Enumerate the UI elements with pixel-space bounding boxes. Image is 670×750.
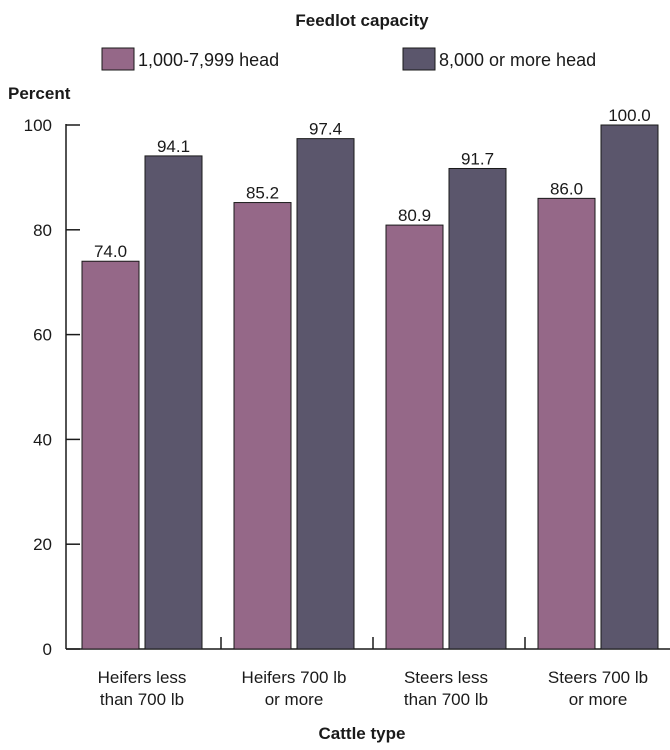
bar [600,124,659,650]
legend-label: 8,000 or more head [439,50,596,70]
bars [81,124,659,650]
category-label: Heifers 700 lb [242,668,347,687]
bar-value-label: 97.4 [309,120,342,139]
bar [448,167,507,650]
legend-swatch [101,47,135,71]
bar-value-label: 91.7 [461,149,494,168]
bar [385,224,444,650]
y-axis-label: Percent [8,84,71,103]
y-tick-label: 80 [33,221,52,240]
bar [233,202,292,650]
category-label: Steers 700 lb [548,668,648,687]
category-label: Heifers less [98,668,187,687]
category-label: than 700 lb [100,690,184,709]
value-labels: 74.0 85.2 80.9 86.0 94.1 97.4 91.7 100.0 [94,106,651,261]
bar-value-label: 85.2 [246,184,279,203]
bar [81,260,140,650]
bar-value-label: 80.9 [398,206,431,225]
category-label: than 700 lb [404,690,488,709]
category-label: or more [265,690,324,709]
category-labels: Heifers less than 700 lb Heifers 700 lb or … [98,668,649,709]
bar-value-label: 74.0 [94,242,127,261]
bar [144,155,203,650]
bar-value-label: 100.0 [608,106,651,125]
bar [296,138,355,650]
bar-value-label: 86.0 [550,179,583,198]
y-tick-label: 40 [33,430,52,449]
category-label: Steers less [404,668,488,687]
y-axis: 0 20 40 60 80 100 [24,116,80,659]
y-tick-label: 60 [33,326,52,345]
legend-label: 1,000-7,999 head [138,50,279,70]
y-tick-label: 100 [24,116,52,135]
legend: 1,000-7,999 head 8,000 or more head [101,47,596,71]
legend-swatch [402,47,436,71]
chart-title: Feedlot capacity [295,11,429,30]
bar-value-label: 94.1 [157,137,190,156]
category-label: or more [569,690,628,709]
y-tick-label: 0 [43,640,52,659]
y-tick-label: 20 [33,535,52,554]
x-axis-label: Cattle type [319,724,406,743]
bar [537,197,596,650]
